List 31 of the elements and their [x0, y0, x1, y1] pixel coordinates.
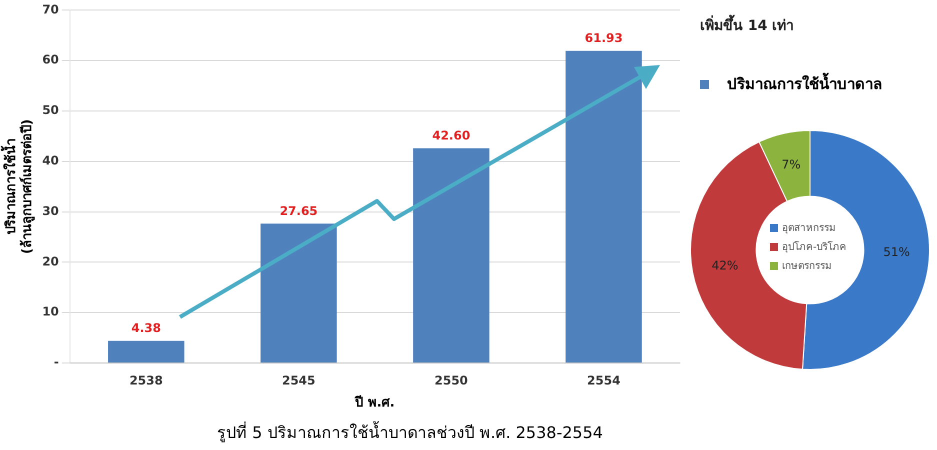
- x-tick-label: 2550: [434, 373, 468, 388]
- data-label: 4.38: [131, 321, 161, 336]
- y-tick-label: 70: [42, 2, 59, 16]
- data-label: 42.60: [432, 128, 470, 142]
- data-label: 51%: [883, 244, 910, 259]
- x-axis-title: ปี พ.ศ.: [354, 394, 395, 411]
- data-label: 61.93: [584, 31, 623, 45]
- y-tick-label: 10: [42, 304, 59, 319]
- x-tick-label: 2554: [587, 373, 620, 388]
- bar: [413, 148, 490, 362]
- y-tick-label: 20: [42, 254, 59, 268]
- x-tick-label: 2545: [282, 373, 316, 388]
- bar: [260, 224, 337, 362]
- x-tick-label: 2538: [129, 373, 163, 388]
- text: รูปที่ 5 ปริมาณการใช้น้ำบาดาลช่วงปี พ.ศ. 2538-2554: [216, 420, 604, 444]
- legend-label: อุปโภค-บริโภค: [782, 240, 847, 254]
- legend-label: อุตสาหกรรม: [782, 222, 836, 235]
- data-label: 7%: [782, 158, 801, 172]
- y-tick-label: 60: [42, 52, 59, 67]
- data-label: 42%: [712, 258, 738, 272]
- legend-label: เกษตรกรรม: [782, 260, 832, 273]
- y-tick-label: 40: [42, 154, 59, 168]
- y-tick-label: 50: [42, 103, 59, 118]
- bar: [108, 340, 184, 362]
- y-tick-label: -: [54, 355, 59, 370]
- text: เพิ่มขึ้น 14 เท่า: [700, 14, 794, 36]
- data-label: 27.65: [280, 204, 318, 218]
- y-axis-title: ปริมาณการใช้น้ำ (ล้านลูกบาศก์เมตรต่อปี): [0, 119, 35, 254]
- legend-label: ปริมาณการใช้น้ำบาดาล: [727, 72, 882, 95]
- y-tick-label: 30: [42, 204, 59, 218]
- bar: [566, 50, 642, 362]
